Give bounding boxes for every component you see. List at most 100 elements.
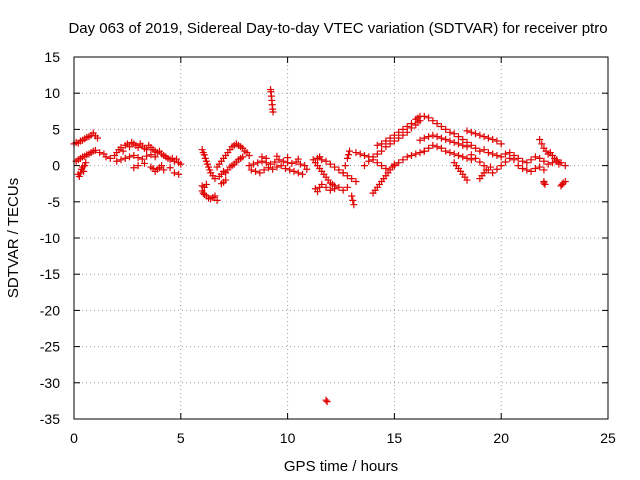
data-point (350, 201, 358, 209)
data-point (281, 164, 289, 172)
data-point (173, 155, 181, 163)
data-point (80, 167, 88, 175)
data-point (373, 141, 381, 149)
data-point (260, 166, 268, 174)
data-point (273, 163, 281, 171)
data-point (476, 158, 484, 166)
data-point (117, 144, 125, 151)
data-point (378, 140, 386, 148)
data-point (420, 134, 428, 142)
data-point (531, 164, 539, 172)
data-point (433, 120, 441, 128)
data-point (548, 159, 556, 167)
data-point (480, 162, 488, 170)
data-point (121, 154, 129, 162)
data-point (480, 146, 488, 154)
data-point (467, 141, 475, 149)
data-point (96, 149, 104, 157)
data-point (536, 163, 544, 171)
data-point (138, 155, 146, 163)
data-point (301, 162, 309, 170)
data-point (489, 169, 497, 177)
data-point (540, 179, 548, 187)
data-point (454, 133, 462, 141)
data-point (527, 167, 535, 175)
data-point (275, 156, 283, 164)
data-point (484, 149, 492, 157)
data-point (386, 134, 394, 142)
data-point (322, 396, 330, 404)
data-point (102, 153, 110, 161)
data-point (113, 157, 121, 165)
data-point (294, 155, 302, 163)
axis-ticks (73, 56, 609, 420)
data-point (442, 125, 450, 133)
data-point (286, 166, 294, 174)
data-point (425, 133, 433, 141)
data-point (390, 131, 398, 139)
data-point (382, 164, 390, 172)
data-point (501, 150, 509, 158)
data-point (134, 144, 142, 151)
data-point (540, 166, 548, 174)
data-point (160, 166, 168, 174)
data-point (378, 162, 386, 170)
data-point (75, 172, 83, 180)
data-point (245, 162, 253, 170)
data-point (390, 162, 398, 170)
data-point (446, 137, 454, 145)
data-point (382, 137, 390, 145)
data-point (318, 180, 326, 188)
data-point (395, 159, 403, 167)
data-point (416, 149, 424, 157)
data-point (540, 157, 548, 165)
data-point (472, 144, 480, 152)
data-point (523, 166, 531, 174)
data-point (239, 153, 247, 161)
data-point (134, 162, 142, 170)
data-point (395, 128, 403, 136)
data-point (425, 144, 433, 152)
data-point (335, 183, 343, 191)
data-point (514, 154, 522, 162)
data-point (437, 144, 445, 152)
data-point (429, 131, 437, 139)
data-point (493, 137, 501, 145)
chart-title: Day 063 of 2019, Sidereal Day-to-day VTE… (68, 20, 607, 37)
data-point (318, 156, 326, 164)
data-point (558, 180, 566, 188)
data-point (497, 140, 505, 148)
y-tick-label: 5 (52, 121, 60, 137)
data-point (433, 133, 441, 141)
data-point (335, 166, 343, 174)
data-point (420, 112, 428, 120)
data-point (296, 160, 304, 168)
data-point (489, 150, 497, 158)
data-point (211, 192, 219, 200)
data-point (119, 147, 127, 155)
data-point (247, 166, 255, 174)
data-point (561, 162, 569, 170)
data-point (437, 134, 445, 142)
data-point (459, 141, 467, 149)
data-point (264, 164, 272, 172)
data-point (170, 169, 178, 177)
data-point (254, 159, 262, 167)
data-point (200, 151, 208, 159)
data-point (519, 164, 527, 172)
data-point (541, 180, 549, 188)
data-point (454, 140, 462, 148)
data-point (245, 151, 253, 159)
data-point (326, 160, 334, 168)
data-point (506, 149, 514, 157)
y-tick-label: 0 (52, 158, 60, 174)
data-point (482, 166, 490, 174)
data-point (416, 136, 424, 144)
data-point (273, 152, 281, 160)
data-point (493, 165, 501, 173)
data-point (420, 147, 428, 155)
data-point (343, 154, 351, 162)
data-point (202, 180, 210, 188)
data-point (463, 176, 471, 184)
